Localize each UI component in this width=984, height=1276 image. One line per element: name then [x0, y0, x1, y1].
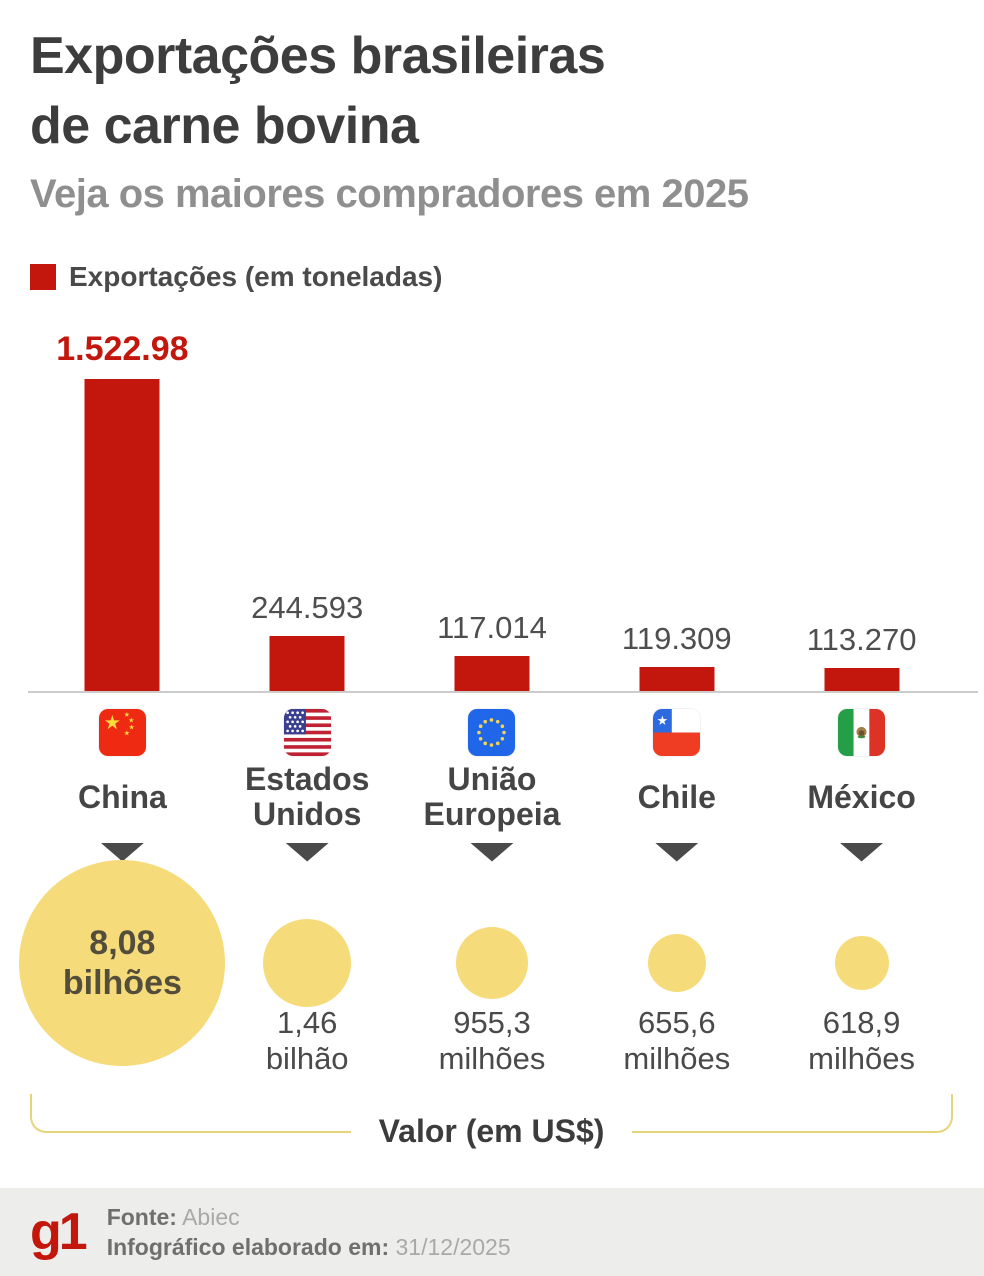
usd-value-china-line1: 8,08 — [89, 923, 156, 962]
country-name-estados-unidos: Estados Unidos — [244, 761, 370, 832]
usd-bubble-uniao-europeia — [455, 927, 528, 999]
usd-bubble-chile — [647, 934, 706, 992]
usd-axis-label: Valor (em US$) — [350, 1113, 633, 1150]
page-title-line2: de carne bovina — [30, 96, 419, 155]
source-label: Fonte: — [106, 1203, 177, 1230]
red-square-icon — [30, 264, 56, 290]
bar-estados-unidos — [269, 636, 345, 691]
usd-label-uniao-europeia: 955,3 milhões — [438, 1005, 546, 1076]
made-label: Infográfico elaborado em: — [106, 1234, 390, 1260]
country-name-chile: Chile — [637, 778, 716, 815]
page-title: Exportações brasileiras de carne bovina — [30, 22, 606, 161]
bar-uniao-europeia — [454, 656, 530, 691]
bar-china — [84, 379, 160, 691]
legend-label: Exportações (em toneladas) — [69, 261, 443, 292]
country-name-china: China — [77, 778, 167, 815]
usd-label-chile: 655,6 milhões — [623, 1005, 731, 1076]
page-subtitle: Veja os maiores compradores em 2025 — [30, 172, 749, 216]
mexico-flag-icon — [838, 709, 886, 756]
bar-mexico — [824, 668, 900, 691]
usd-label-estados-unidos: 1,46 bilhão — [265, 1005, 349, 1076]
usd-bubble-estados-unidos — [263, 919, 352, 1007]
usa-flag-icon — [283, 709, 331, 756]
bar-column-uniao-europeia: 117.014 — [400, 310, 585, 693]
source-block: Fonte: Abiec Infográfico elaborado em: 3… — [107, 1202, 511, 1263]
country-names-row: China Estados Unidos União Europeia Chil… — [30, 760, 954, 834]
usd-bubbles-row: 8,08 bilhões — [19, 855, 954, 1071]
usd-bubble-mexico — [834, 936, 889, 990]
bar-columns: 1.522.98 244.593 117.014 119.309 113.270 — [30, 310, 954, 693]
bar-value-chile: 119.309 — [621, 621, 732, 656]
bar-column-estados-unidos: 244.593 — [215, 310, 400, 693]
usd-labels-row: 1,46 bilhão 955,3 milhões 655,6 milhões … — [30, 1005, 954, 1076]
chile-flag-icon — [653, 709, 701, 756]
country-name-mexico: México — [807, 778, 916, 815]
made-value: 31/12/2025 — [395, 1234, 511, 1260]
chart-legend: Exportações (em toneladas) — [30, 261, 442, 293]
bar-chart: 1.522.98 244.593 117.014 119.309 113.270 — [0, 310, 984, 693]
usd-value-bracket: Valor (em US$) — [30, 1094, 953, 1150]
bar-value-mexico: 113.270 — [806, 622, 917, 657]
bar-column-china: 1.522.98 — [30, 310, 215, 693]
bar-chile — [639, 667, 715, 691]
bar-column-mexico: 113.270 — [769, 310, 954, 693]
eu-flag-icon — [468, 709, 516, 756]
page-title-line1: Exportações brasileiras — [30, 27, 606, 85]
flags-row — [30, 709, 954, 756]
usd-bubble-china: 8,08 bilhões — [19, 860, 226, 1066]
china-flag-icon — [98, 709, 146, 756]
x-axis-baseline — [28, 691, 978, 693]
bar-column-chile: 119.309 — [584, 310, 769, 693]
arrows-row — [30, 842, 954, 862]
footer: g1 Fonte: Abiec Infográfico elaborado em… — [0, 1188, 984, 1276]
usd-label-mexico: 618,9 milhões — [808, 1005, 915, 1076]
bar-value-estados-unidos: 244.593 — [251, 590, 364, 625]
usd-value-china-line2: bilhões — [62, 964, 182, 1002]
source-value: Abiec — [182, 1203, 240, 1230]
g1-logo: g1 — [30, 1203, 88, 1261]
country-name-uniao-europeia: União Europeia — [423, 761, 561, 832]
bar-value-uniao-europeia: 117.014 — [437, 610, 547, 645]
bar-value-china: 1.522.98 — [56, 330, 189, 368]
